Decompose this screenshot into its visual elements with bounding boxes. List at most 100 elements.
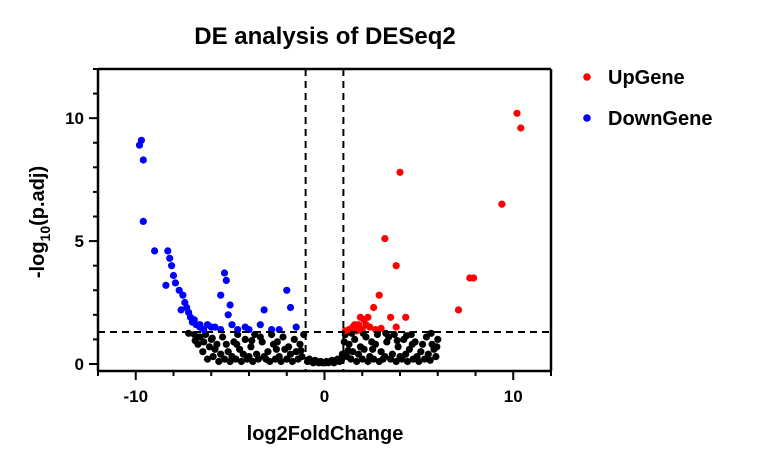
point-ns (200, 338, 208, 346)
point-ns (241, 335, 249, 343)
point-up (356, 313, 364, 321)
legend-item-downgene: DownGene (583, 108, 712, 130)
point-ns (211, 345, 219, 353)
legend: UpGene DownGene (583, 67, 712, 130)
point-ns (271, 355, 279, 363)
point-ns (288, 357, 296, 366)
point-down (188, 318, 196, 326)
point-ns (205, 343, 213, 351)
y-tick-label: 0 (75, 355, 84, 374)
point-ns (347, 355, 355, 363)
point-down (177, 306, 185, 314)
point-ns (286, 350, 295, 358)
legend-marker-downgene (583, 114, 591, 122)
point-ns (264, 348, 272, 356)
point-ns (272, 345, 280, 353)
point-ns (233, 340, 241, 348)
point-ns (237, 357, 245, 366)
point-ns (217, 350, 225, 358)
point-down (179, 291, 187, 299)
point-ns (426, 356, 434, 364)
point-down (226, 301, 234, 309)
points-layer (135, 109, 525, 367)
point-up (362, 321, 370, 329)
point-ns (239, 350, 247, 358)
point-up (517, 124, 525, 132)
point-down (220, 269, 229, 277)
chart-title: DE analysis of DESeq2 (194, 23, 455, 50)
point-ns (356, 343, 364, 351)
point-ns (340, 338, 348, 346)
point-ns (209, 353, 217, 361)
point-ns (254, 355, 262, 363)
point-down (168, 262, 176, 270)
point-ns (199, 348, 207, 356)
point-ns (285, 343, 293, 351)
point-ns (358, 355, 366, 363)
point-ns (394, 343, 402, 351)
point-down (200, 326, 208, 334)
point-down (256, 321, 264, 329)
point-ns (249, 357, 257, 366)
point-ns (256, 333, 264, 341)
point-up (392, 323, 400, 331)
point-down (139, 217, 147, 225)
point-up (498, 200, 506, 208)
point-ns (393, 337, 401, 345)
legend-label-upgene: UpGene (608, 67, 685, 89)
legend-marker-upgene (583, 73, 591, 81)
plot-area (98, 69, 551, 371)
point-down (217, 291, 225, 299)
point-ns (403, 357, 412, 366)
point-ns (377, 348, 385, 356)
point-up (396, 168, 404, 176)
y-tick-label: 10 (65, 109, 84, 128)
point-ns (419, 340, 427, 348)
point-ns (243, 355, 251, 363)
x-tick-label: 0 (320, 387, 329, 406)
point-down (175, 286, 183, 294)
legend-label-downgene: DownGene (608, 108, 712, 130)
point-ns (420, 355, 429, 363)
point-down (292, 323, 300, 331)
point-ns (344, 346, 352, 355)
point-ns (248, 337, 256, 345)
x-tick-label: -10 (123, 387, 148, 406)
y-axis-label-prefix: -log (27, 241, 49, 278)
y-axis-label-suffix: (p.adj) (27, 166, 49, 226)
point-ns (208, 334, 216, 342)
point-ns (370, 355, 378, 363)
point-down (224, 311, 232, 319)
point-ns (354, 350, 363, 358)
point-ns (351, 335, 359, 343)
point-ns (427, 329, 435, 337)
point-ns (277, 357, 285, 366)
point-ns (369, 345, 377, 353)
point-ns (222, 340, 230, 348)
point-ns (226, 357, 234, 366)
point-ns (247, 343, 255, 351)
point-ns (260, 353, 268, 361)
point-down (171, 279, 179, 287)
point-ns (203, 355, 212, 363)
point-ns (185, 329, 193, 337)
point-up (513, 109, 521, 117)
point-ns (402, 350, 410, 358)
point-down (162, 281, 170, 289)
point-down (286, 303, 295, 312)
point-ns (381, 353, 389, 361)
point-ns (387, 355, 395, 363)
point-ns (297, 346, 305, 355)
point-ns (417, 348, 425, 356)
point-up (353, 327, 361, 335)
point-down (228, 321, 236, 329)
point-ns (290, 335, 298, 343)
x-axis-label: log2FoldChange (247, 423, 404, 445)
point-ns (219, 333, 227, 341)
point-ns (232, 355, 240, 363)
point-ns (353, 357, 361, 366)
point-ns (409, 355, 417, 363)
point-ns (279, 333, 287, 341)
point-down (211, 323, 219, 331)
